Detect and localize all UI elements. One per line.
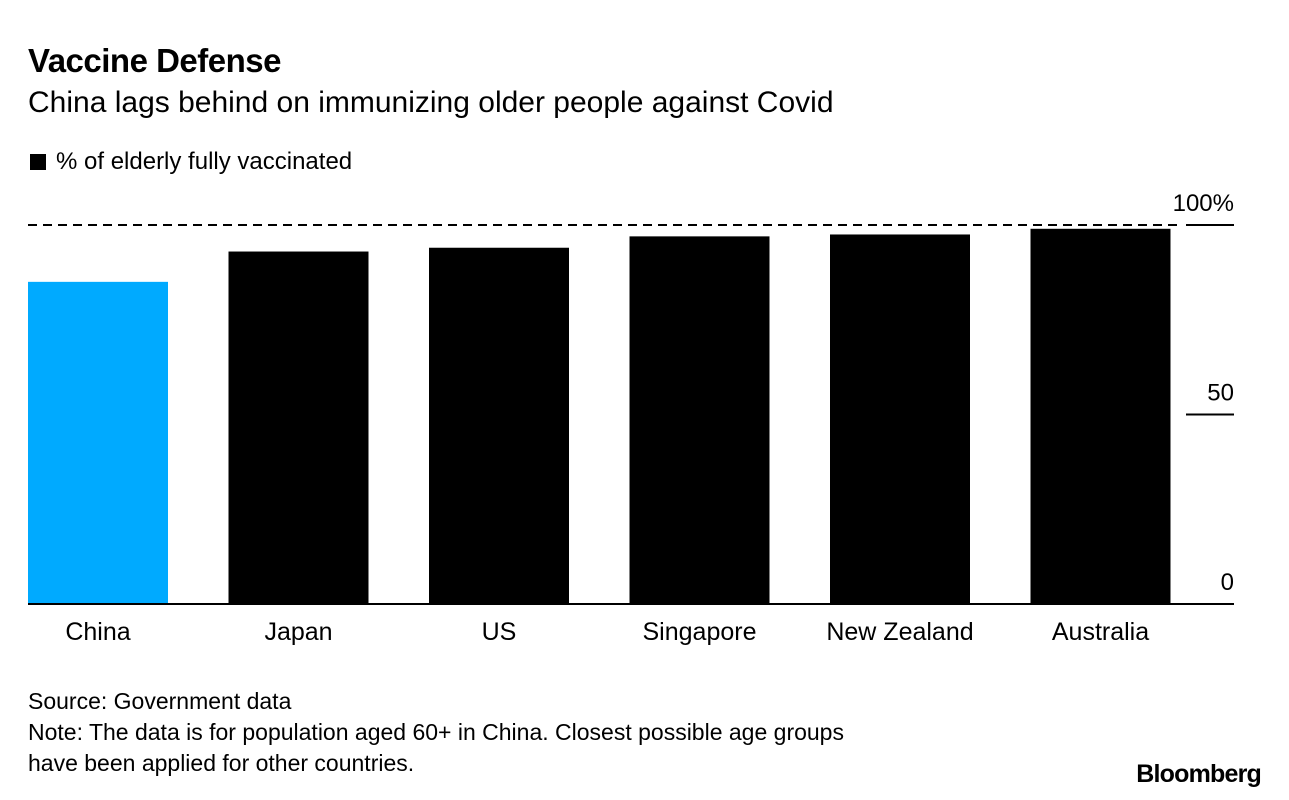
chart-title: Vaccine Defense — [28, 42, 282, 79]
bar-new-zealand — [830, 234, 970, 604]
y-tick-label-50: 50 — [1207, 380, 1234, 407]
bar-singapore — [629, 236, 770, 604]
x-label-new-zealand: New Zealand — [826, 618, 973, 646]
note-line-1: Note: The data is for population aged 60… — [28, 719, 844, 745]
legend-label: % of elderly fully vaccinated — [56, 148, 353, 175]
legend: % of elderly fully vaccinated — [30, 148, 352, 176]
y-tick-label-0: 0 — [1221, 569, 1234, 596]
x-label-china: China — [65, 618, 130, 646]
legend-swatch — [30, 154, 46, 170]
bloomberg-logo: Bloomberg — [1136, 760, 1262, 788]
bar-chart: 0 50 100% China Japan US Singapore New Zealand A… — [28, 190, 1234, 646]
note-line-2: have been applied for other countries. — [28, 750, 415, 776]
bar-australia — [1030, 228, 1171, 604]
bar-japan — [228, 251, 369, 604]
x-label-us: US — [482, 618, 517, 646]
source-note: Source: Government data — [28, 688, 292, 714]
footer: Source: Government data Note: The data i… — [28, 686, 844, 779]
y-tick-label-100: 100% — [1173, 190, 1234, 217]
x-label-japan: Japan — [264, 618, 332, 646]
bar-us — [429, 247, 569, 604]
x-label-australia: Australia — [1052, 618, 1149, 646]
bar-china — [28, 281, 168, 604]
chart-subtitle: China lags behind on immunizing older pe… — [28, 86, 834, 119]
x-label-singapore: Singapore — [643, 618, 757, 646]
